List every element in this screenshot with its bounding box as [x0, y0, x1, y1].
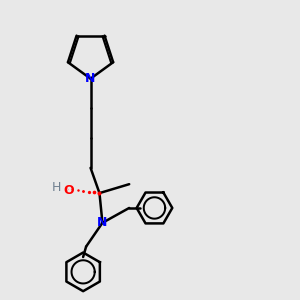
Text: N: N: [85, 72, 96, 85]
Text: N: N: [97, 216, 108, 229]
Text: O: O: [63, 184, 74, 196]
Text: H: H: [52, 181, 61, 194]
